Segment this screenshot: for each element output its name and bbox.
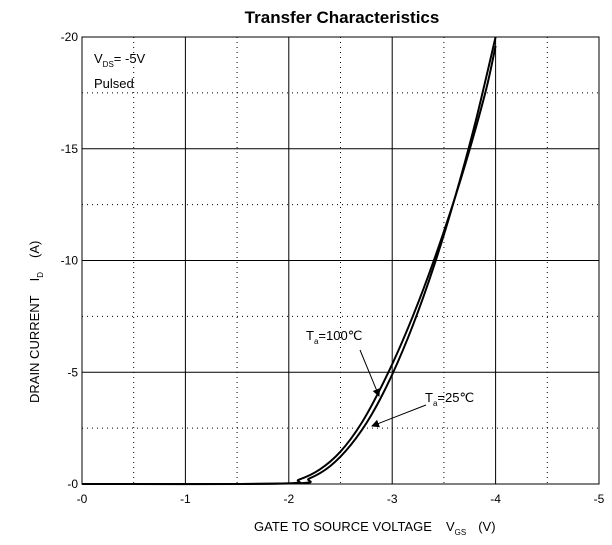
x-tick-labels: -0 -1 -2 -3 -4 -5 [77,492,605,506]
condition-vds-symbol: V [94,51,103,66]
x-axis-label-subscript: GS [455,528,467,537]
x-tick-label: -2 [283,492,294,506]
series-label-100c-text: =100℃ [318,328,362,343]
series-line-1 [81,36,497,486]
series-label-25c: Ta=25℃ [425,390,474,408]
x-axis-label-main: GATE TO SOURCE VOLTAGE [254,519,432,534]
series-label-25c-arrow [371,404,427,428]
y-tick-label: -5 [67,365,78,379]
y-tick-labels: -0 -5 -10 -15 -20 [61,30,79,491]
condition-pulsed-label: Pulsed [94,76,134,91]
chart-title: Transfer Characteristics [245,8,440,27]
series-label-100c-symbol: T [306,328,314,343]
y-tick-label: -15 [61,142,79,156]
y-axis-label-unit: (A) [27,241,42,258]
x-tick-label: -4 [490,492,501,506]
x-tick-label: -5 [594,492,605,506]
x-tick-label: -3 [387,492,398,506]
x-tick-label: -0 [77,492,88,506]
x-tick-label: -1 [180,492,191,506]
y-axis-label: DRAIN CURRENT ID (A) [27,241,45,403]
series-label-25c-text: =25℃ [437,390,474,405]
y-tick-label: -0 [67,477,78,491]
condition-vds-subscript: DS [103,60,114,69]
x-axis-label-symbol: V [446,519,455,534]
x-axis-label-unit: (V) [478,519,495,534]
condition-vds-label: VDS= -5V [94,51,146,69]
series-label-100c: Ta=100℃ [306,328,362,346]
grid [81,36,600,485]
x-axis-label: GATE TO SOURCE VOLTAGE VGS (V) [254,519,496,537]
condition-vds-text: = -5V [114,51,146,66]
series-label-25c-symbol: T [425,390,433,405]
plot-frame [81,36,600,485]
y-axis-label-main: DRAIN CURRENT [27,295,42,403]
y-tick-label: -10 [61,254,79,268]
series-label-100c-arrow [359,349,381,397]
series-label-100c-subscript: a [314,337,319,346]
y-tick-label: -20 [61,30,79,44]
y-axis-label-symbol: I [27,278,42,282]
series-label-25c-subscript: a [433,399,438,408]
y-axis-label-subscript: D [36,272,45,278]
